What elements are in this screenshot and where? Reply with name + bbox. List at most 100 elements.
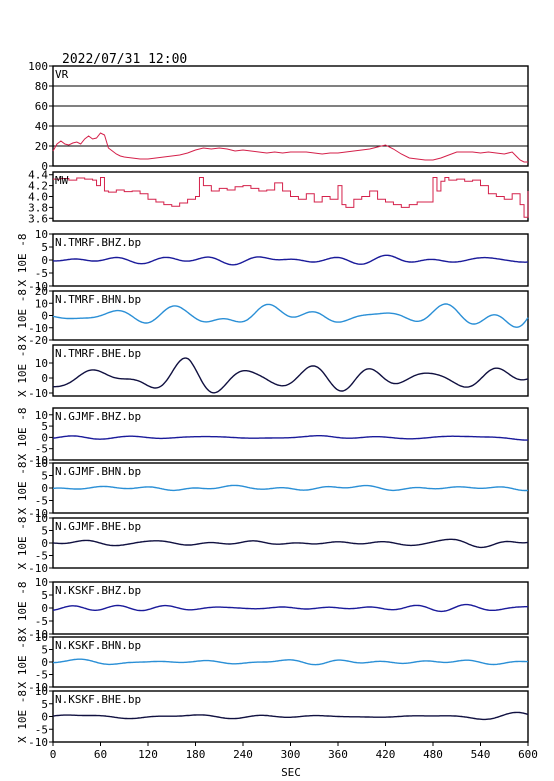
x-tick-label: 120 [138, 748, 158, 761]
x-tick-label: 60 [94, 748, 107, 761]
series-line-mw [53, 176, 529, 218]
panel-label-mw: MW [55, 174, 69, 187]
y-tick-label: 80 [35, 80, 48, 93]
y-tick-label: 10 [35, 409, 48, 422]
y-tick-label: 5 [41, 698, 48, 711]
y-tick-label: 0 [41, 160, 48, 173]
y-tick-label: -5 [35, 443, 48, 456]
y-unit-label: X 10E -8 [16, 636, 29, 689]
y-tick-label: -5 [35, 615, 48, 628]
y-tick-label: -5 [35, 669, 48, 682]
panel-label-kskf-bhn: N.KSKF.BHN.bp [55, 639, 141, 652]
x-tick-label: 240 [233, 748, 253, 761]
y-tick-label: 5 [41, 589, 48, 602]
y-tick-label: 3.8 [28, 201, 48, 214]
y-tick-label: -10 [28, 628, 48, 641]
y-tick-label: 0 [41, 656, 48, 669]
y-tick-label: 5 [41, 241, 48, 254]
y-tick-label: 10 [35, 512, 48, 525]
y-tick-label: 10 [35, 357, 48, 370]
panel-vr: 0 20 40 60 80 100 VR [28, 60, 529, 173]
y-unit-label: X 10E -8 [16, 344, 29, 397]
y-tick-label: 0 [41, 431, 48, 444]
y-tick-label: 20 [35, 285, 48, 298]
y-tick-label: -20 [28, 334, 48, 347]
y-unit-label: X 10E -8 [16, 408, 29, 461]
y-unit-label: X 10E -8 [16, 582, 29, 635]
y-tick-label: -10 [28, 562, 48, 575]
y-tick-label: -10 [28, 322, 48, 335]
y-tick-label: -5 [35, 267, 48, 280]
series-line-kskf-bhn [52, 658, 528, 666]
series-line-tmrf-bhn [52, 303, 529, 328]
series-line-tmrf-bhe [52, 357, 529, 394]
panel-tmrf-bhe: -10 0 10 N.TMRF.BHE.bp X 10E -8 [16, 344, 529, 400]
x-axis-label: SEC [281, 766, 301, 779]
y-tick-label: -10 [28, 507, 48, 520]
panel-label-kskf-bhe: N.KSKF.BHE.bp [55, 693, 141, 706]
y-tick-label: 4.2 [28, 180, 48, 193]
y-tick-label: 100 [28, 60, 48, 73]
y-tick-label: 10 [35, 297, 48, 310]
x-axis: 0 60 120 180 240 300 360 420 480 540 600 [50, 742, 538, 761]
y-unit-label: X 10E -8 [16, 462, 29, 515]
series-line-kskf-bhz [52, 603, 528, 613]
y-tick-label: 60 [35, 100, 48, 113]
y-tick-label: 0 [41, 711, 48, 724]
y-tick-label: 0 [41, 372, 48, 385]
y-tick-label: 0 [41, 310, 48, 323]
y-tick-label: -5 [35, 723, 48, 736]
panel-label-vr: VR [55, 68, 69, 81]
y-unit-label: X 10E -8 [16, 234, 29, 287]
y-unit-label: X 10E -8 [16, 690, 29, 743]
y-tick-label: -10 [28, 736, 48, 749]
panel-label-gjmf-bhe: N.GJMF.BHE.bp [55, 520, 141, 533]
series-line-kskf-bhe [52, 711, 529, 721]
y-tick-label: 5 [41, 420, 48, 433]
panel-frame [52, 344, 529, 397]
y-tick-label: 5 [41, 470, 48, 483]
x-tick-label: 600 [518, 748, 538, 761]
x-tick-label: 0 [50, 748, 57, 761]
y-tick-label: -10 [28, 387, 48, 400]
series-line-gjmf-bhz [52, 435, 528, 441]
panel-label-tmrf-bhn: N.TMRF.BHN.bp [55, 293, 141, 306]
y-tick-label: 10 [35, 228, 48, 241]
y-tick-label: 4.4 [28, 169, 48, 182]
panel-label-gjmf-bhn: N.GJMF.BHN.bp [55, 465, 141, 478]
panel-frame [52, 407, 529, 461]
y-unit-label: X 10E -8 [16, 289, 29, 342]
y-tick-label: 5 [41, 525, 48, 538]
y-tick-label: 40 [35, 120, 48, 133]
y-tick-label: -5 [35, 550, 48, 563]
y-tick-label: 0 [41, 254, 48, 267]
x-tick-label: 180 [186, 748, 206, 761]
series-line-tmrf-bhz [52, 254, 528, 266]
y-tick-label: -10 [28, 454, 48, 467]
panel-mw: 3.63.84.04.24.4 MW [28, 169, 529, 225]
y-tick-label: 3.6 [28, 212, 48, 225]
y-tick-label: 10 [35, 631, 48, 644]
panel-label-tmrf-bhe: N.TMRF.BHE.bp [55, 347, 141, 360]
y-tick-label: 5 [41, 644, 48, 657]
y-tick-label: 10 [35, 576, 48, 589]
series-line-gjmf-bhe [52, 538, 529, 549]
y-unit-label: X 10E -8 [16, 517, 29, 570]
y-tick-label: -5 [35, 495, 48, 508]
y-tick-label: 20 [35, 140, 48, 153]
y-tick-label: 0 [41, 602, 48, 615]
x-tick-label: 540 [471, 748, 491, 761]
panel-label-tmrf-bhz: N.TMRF.BHZ.bp [55, 236, 141, 249]
x-tick-label: 300 [281, 748, 301, 761]
panel-frame [52, 65, 529, 167]
